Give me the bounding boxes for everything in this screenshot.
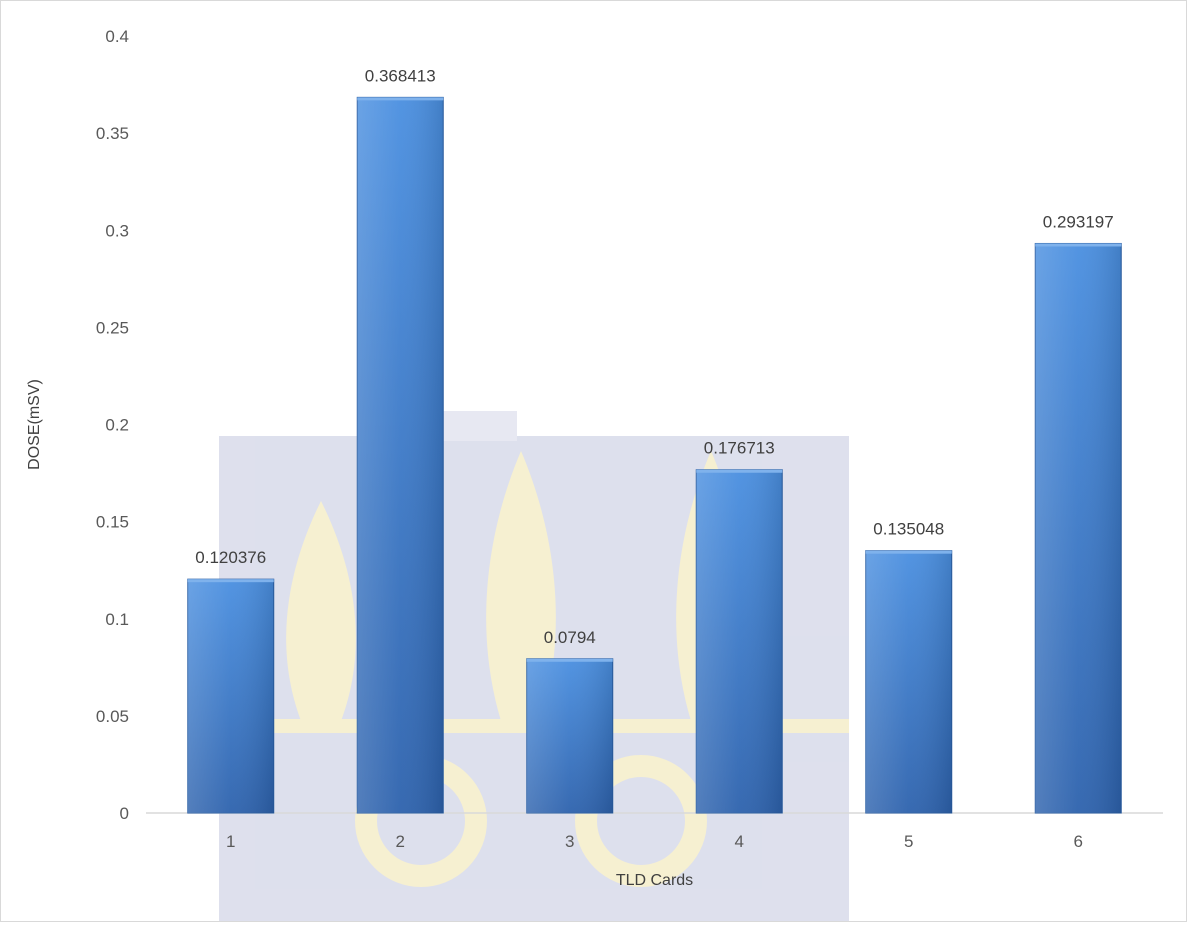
bar-top-edge [526, 658, 613, 662]
data-label: 0.120376 [195, 548, 266, 567]
y-tick-label: 0.1 [105, 610, 129, 629]
y-tick-label: 0.35 [96, 124, 129, 143]
bar-top-edge [865, 550, 952, 554]
x-tick-label: 2 [396, 832, 405, 851]
y-tick-label: 0.05 [96, 707, 129, 726]
bar-3 [526, 658, 614, 814]
bar-layer [187, 96, 1122, 814]
y-tick-label: 0.4 [105, 27, 129, 46]
y-tick-label: 0.3 [105, 221, 129, 240]
x-tick-label: 4 [735, 832, 744, 851]
x-tick-label: 5 [904, 832, 913, 851]
bar-top-edge [1035, 243, 1122, 247]
x-tick-label: 3 [565, 832, 574, 851]
data-label: 0.135048 [873, 520, 944, 539]
bar-4 [695, 469, 783, 814]
x-axis-title: TLD Cards [616, 872, 693, 889]
bar-top-edge [187, 579, 274, 583]
y-tick-label: 0.15 [96, 513, 129, 532]
data-label: 0.0794 [544, 628, 596, 647]
bar-top-edge [696, 469, 783, 473]
bar-shine [1035, 243, 1122, 813]
bar-shine [187, 579, 274, 813]
bar-shine [865, 550, 952, 813]
bar-top-edge [357, 97, 444, 101]
y-tick-label: 0.25 [96, 318, 129, 337]
bar-6 [1034, 242, 1122, 814]
axis-layer: 0 0.05 0.1 0.15 0.2 0.25 0.3 0.35 0.4 [96, 27, 1163, 823]
y-tick-label: 0 [120, 804, 129, 823]
data-label: 0.176713 [704, 439, 775, 458]
data-label: 0.368413 [365, 66, 436, 85]
bar-shine [696, 469, 783, 813]
label-layer: 1 0.120376 2 0.368413 3 0.0794 4 0.176713 5 0.135… [195, 66, 1113, 851]
y-axis-title: DOSE(mSV) [26, 379, 43, 470]
bar-shine [357, 97, 444, 814]
bar-shine [526, 658, 613, 813]
x-tick-label: 1 [226, 832, 235, 851]
x-tick-label: 6 [1074, 832, 1083, 851]
bar-1 [187, 578, 275, 814]
data-label: 0.293197 [1043, 212, 1114, 231]
y-tick-label: 0.2 [105, 416, 129, 435]
bar-2 [356, 96, 444, 814]
bar-5 [865, 550, 953, 814]
